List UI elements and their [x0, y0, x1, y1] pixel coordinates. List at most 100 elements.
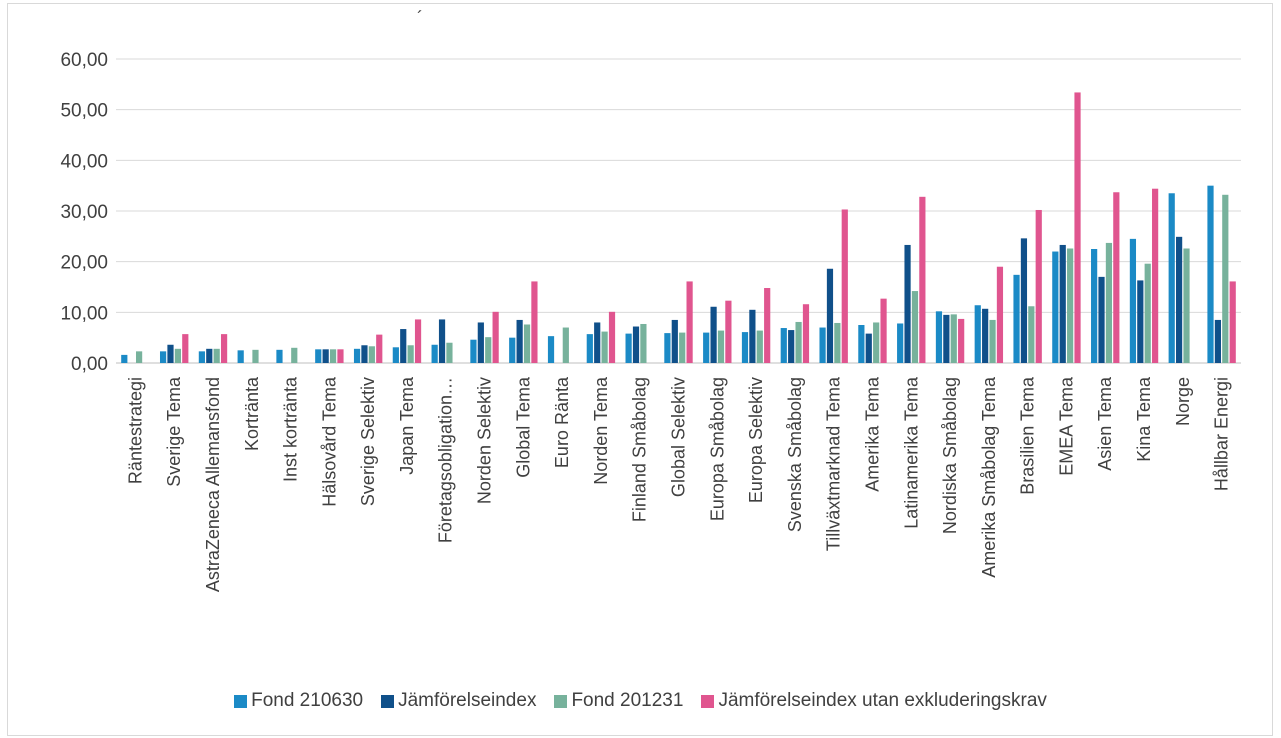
category-label: Svenska Småbolag	[785, 377, 805, 532]
legend-item: Jämförelseindex utan exkluderingskrav	[701, 690, 1047, 712]
bar	[353, 348, 361, 363]
bar	[749, 309, 756, 363]
bar	[1067, 248, 1074, 363]
bar	[625, 333, 632, 363]
bar	[1074, 92, 1081, 363]
bar	[834, 322, 841, 363]
category-label: Kortränta	[242, 376, 262, 451]
category-label: Europa Selektiv	[746, 377, 766, 503]
bar-chart: 0,00 10,00 20,00 30,00 40,00 50,00 60,00 Räntes…	[60, 50, 1241, 592]
bar	[904, 244, 911, 363]
bar	[586, 334, 593, 363]
bar	[1183, 248, 1190, 363]
bar	[911, 291, 919, 363]
bar	[1144, 263, 1151, 363]
legend-swatch	[701, 694, 715, 708]
bar	[1091, 249, 1098, 363]
legend-swatch	[554, 694, 568, 708]
stray-mark: ´	[417, 8, 423, 28]
bar	[943, 314, 950, 363]
bar	[664, 333, 671, 363]
bar	[880, 298, 887, 363]
bar	[873, 322, 880, 363]
bar	[159, 351, 167, 363]
legend-label: Jämförelseindex utan exkluderingskrav	[718, 690, 1047, 711]
bar	[252, 349, 259, 363]
bar	[741, 332, 749, 363]
bar	[492, 311, 499, 363]
category-label: Norge	[1173, 377, 1193, 426]
bar	[841, 209, 848, 363]
bar	[1020, 238, 1028, 363]
bar	[237, 350, 244, 363]
bar	[826, 268, 834, 363]
y-tick-label: 0,00	[71, 354, 108, 375]
bar	[400, 329, 407, 363]
bar	[703, 332, 710, 363]
category-label: Latinamerika Tema	[901, 376, 921, 529]
bar	[414, 319, 422, 363]
bar	[1152, 188, 1159, 363]
bar	[431, 344, 438, 363]
bar	[1129, 238, 1137, 363]
category-label: Företagsobligation…	[436, 377, 456, 543]
bar	[865, 333, 872, 363]
category-label: EMEA Tema	[1056, 376, 1076, 476]
category-label: Sverige Tema	[164, 376, 184, 487]
bar	[1113, 192, 1120, 363]
bar	[725, 300, 732, 363]
bar	[640, 323, 647, 363]
y-tick-label: 10,00	[60, 303, 108, 324]
bar	[935, 311, 943, 363]
bar	[764, 288, 771, 363]
y-tick-label: 40,00	[60, 151, 108, 172]
bar	[1013, 274, 1020, 363]
category-label: Japan Tema	[397, 376, 417, 475]
bar	[135, 351, 143, 363]
bar	[1059, 244, 1066, 363]
bar	[919, 196, 926, 363]
bar	[509, 337, 516, 363]
bar	[547, 336, 555, 363]
category-label: Tillväxtmarknad Tema	[824, 376, 844, 551]
category-label: Global Tema	[513, 376, 533, 478]
legend-item: Fond 210630	[234, 690, 363, 712]
bar	[329, 349, 337, 363]
bar	[213, 348, 220, 363]
bar	[958, 318, 965, 363]
bar	[562, 327, 569, 363]
bar	[174, 348, 181, 363]
bar	[858, 325, 865, 363]
category-label: Hållbar Energi	[1212, 377, 1232, 491]
bar	[710, 306, 717, 363]
bar	[819, 327, 826, 363]
bar	[608, 311, 616, 363]
category-label: Räntestrategi	[125, 377, 145, 484]
chart-frame: 0,00 10,00 20,00 30,00 40,00 50,00 60,00 Räntes…	[7, 3, 1273, 736]
bar	[477, 322, 484, 363]
bar	[897, 323, 904, 363]
bar	[167, 344, 174, 363]
bar	[795, 321, 802, 363]
bar	[407, 345, 414, 363]
legend-item: Jämförelseindex	[381, 690, 536, 712]
category-label: Asien Tema	[1095, 376, 1115, 471]
chart-legend: Fond 210630 Jämförelseindex Fond 201231 Jäm…	[0, 690, 1281, 714]
category-label: Hälsovård Tema	[319, 376, 339, 507]
bar	[1207, 185, 1214, 363]
bar	[679, 332, 686, 363]
bar	[1098, 276, 1105, 363]
bar	[989, 319, 996, 363]
bar	[516, 319, 523, 363]
bar	[950, 314, 957, 363]
category-label: Amerika Småbolag Tema	[979, 376, 999, 578]
category-label: Europa Småbolag	[707, 377, 727, 521]
bar	[470, 339, 477, 363]
bar	[974, 305, 981, 363]
bar	[982, 308, 989, 363]
bar	[1052, 251, 1059, 363]
legend-label: Fond 210630	[251, 690, 364, 711]
bar	[438, 319, 446, 363]
legend-swatch	[381, 694, 395, 708]
bar	[1222, 194, 1229, 363]
